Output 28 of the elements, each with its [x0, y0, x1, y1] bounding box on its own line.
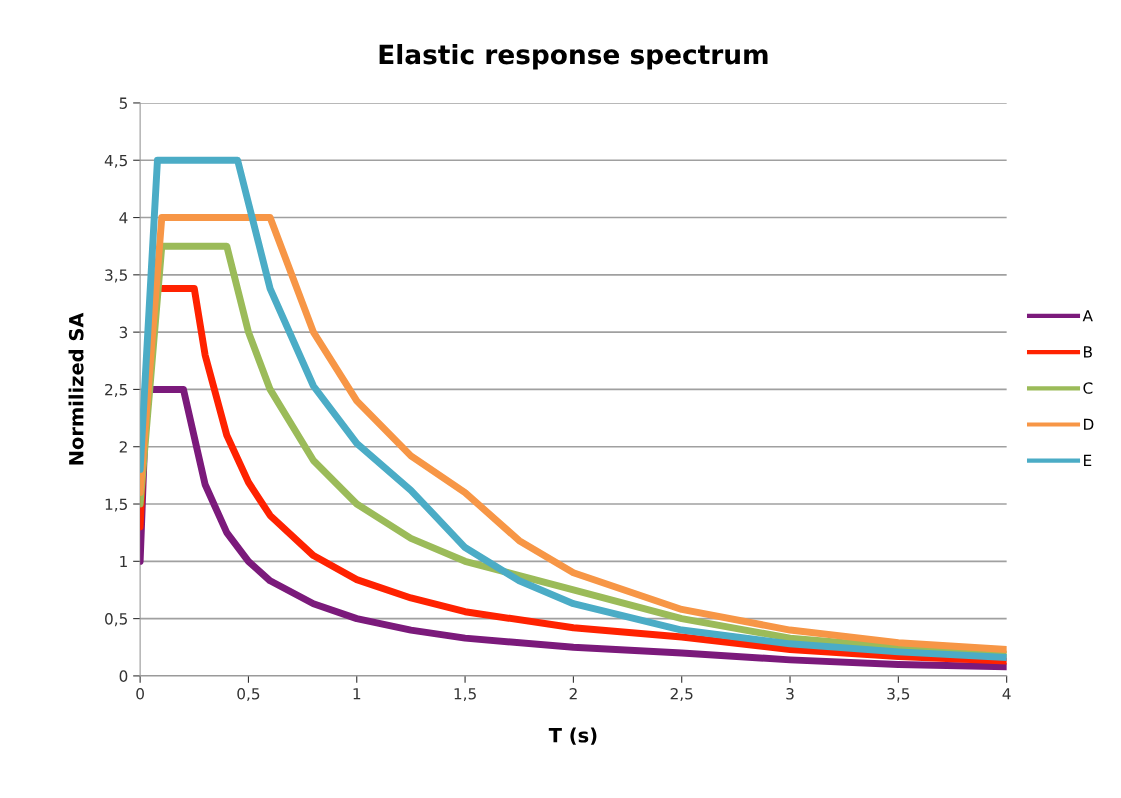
x-axis-title: T (s): [548, 727, 597, 745]
x-tick-label: 3,5: [887, 687, 910, 702]
x-tick-label: 1: [353, 688, 361, 700]
x-tick-label: 0,5: [237, 687, 260, 702]
y-tick-label: 1,5: [105, 498, 127, 512]
y-tick-label: 3,5: [105, 269, 127, 283]
legend-label: D: [1084, 418, 1094, 430]
x-tick-label: 0: [136, 687, 144, 700]
y-tick-label: 2,5: [105, 383, 127, 397]
chart-title: Elastic response spectrum: [379, 44, 768, 70]
y-tick-label: 2: [119, 441, 127, 453]
y-tick-label: 4: [119, 212, 128, 224]
x-tick-label: 2: [569, 687, 577, 700]
x-tick-label: 3: [786, 687, 794, 700]
legend-label: A: [1082, 310, 1093, 322]
y-axis-title: Normilized SA: [68, 312, 84, 465]
x-tick-label: 2,5: [670, 687, 693, 702]
y-tick-label: 3: [119, 326, 128, 339]
y-tick-label: 4,5: [104, 154, 127, 168]
x-tick-label: 4: [1002, 688, 1011, 700]
y-tick-label: 0,5: [105, 613, 127, 627]
y-tick-label: 1: [120, 555, 127, 568]
legend-label: C: [1083, 382, 1093, 394]
x-tick-label: 1,5: [454, 688, 476, 702]
legend-label: E: [1084, 454, 1092, 466]
y-tick-label: 5: [119, 97, 127, 109]
y-tick-label: 0: [119, 670, 128, 682]
legend-label: B: [1084, 346, 1092, 358]
